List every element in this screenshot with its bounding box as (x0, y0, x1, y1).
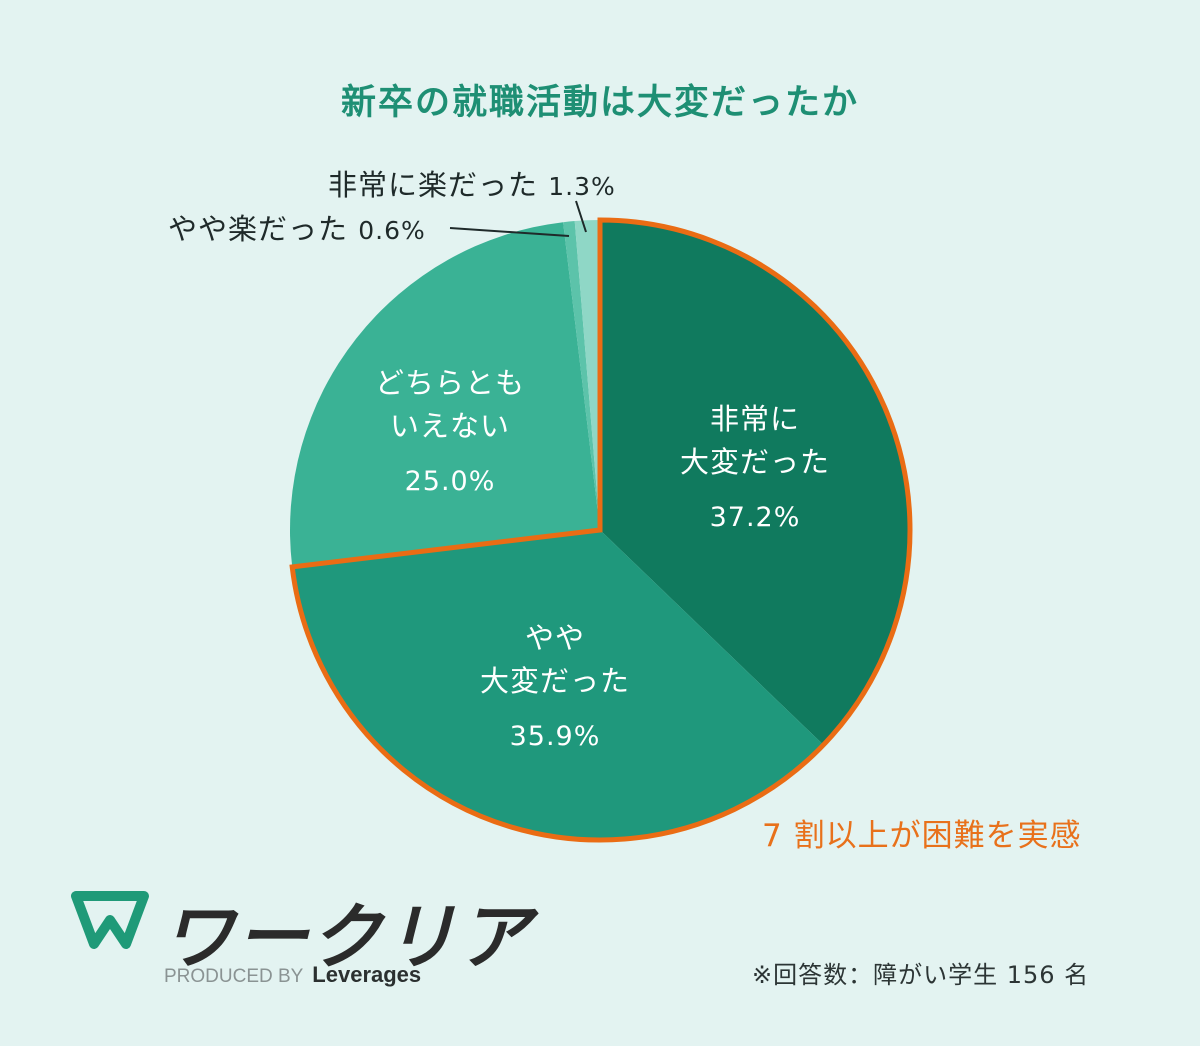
label-text: 大変だった (679, 445, 830, 479)
label-very-hard: 非常に 大変だった 37.2% (650, 398, 860, 539)
leader-line-somewhat-easy (449, 227, 570, 237)
label-percent: 1.3% (548, 172, 616, 201)
leader-line-very-easy (575, 200, 587, 233)
produced-by: PRODUCED BY Leverages (164, 962, 421, 988)
slice-very-easy (574, 219, 600, 531)
label-text: 非常に楽だった (328, 168, 539, 202)
label-neither: どちらとも いえない 25.0% (345, 362, 555, 503)
highlight-outline (289, 217, 913, 843)
label-text: 大変だった (479, 664, 630, 698)
slice-very-hard (600, 220, 910, 745)
w-logo-icon (71, 891, 149, 949)
callout-annotation: 7 割以上が困難を実感 (762, 818, 1082, 854)
label-percent: 37.2% (709, 502, 801, 533)
slice-somewhat-hard (292, 530, 824, 840)
label-somewhat-hard: やや 大変だった 35.9% (450, 617, 660, 758)
label-percent: 35.9% (509, 721, 601, 752)
logo-wordmark: ワークリア (162, 895, 533, 979)
chart-title: 新卒の就職活動は大変だったか (340, 83, 859, 123)
company-name: Leverages (312, 962, 422, 987)
respondent-note: ※回答数：障がい学生 156 名 (752, 961, 1090, 989)
label-percent: 0.6% (358, 216, 426, 245)
label-somewhat-easy: やや楽だった 0.6% (168, 206, 426, 248)
label-text: やや楽だった (168, 212, 349, 246)
label-text: やや (524, 621, 585, 655)
label-text: 非常に (709, 402, 800, 436)
label-text: いえない (389, 409, 510, 443)
label-text: どちらとも (374, 366, 525, 400)
label-percent: 25.0% (404, 466, 496, 497)
produced-by-text: PRODUCED BY (164, 966, 304, 987)
slice-neither (289, 222, 600, 567)
label-very-easy: 非常に楽だった 1.3% (328, 162, 616, 204)
slice-somewhat-easy (563, 221, 600, 530)
